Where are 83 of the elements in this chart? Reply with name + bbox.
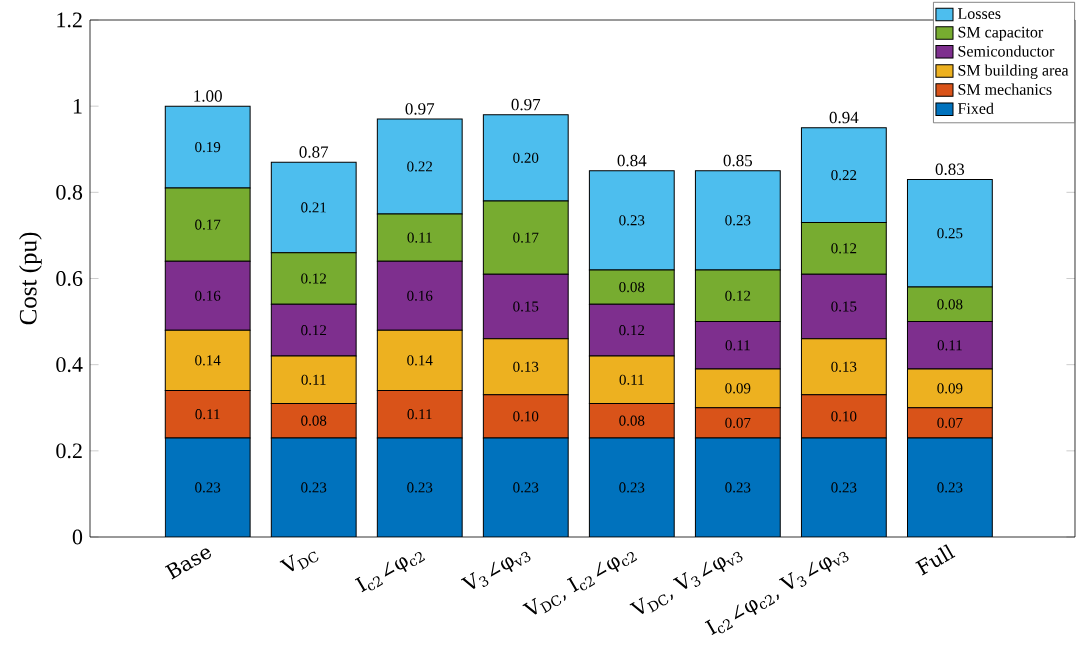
y-tick-label: 0.4 [56,357,83,373]
legend-label: SM mechanics [958,83,1052,95]
bar [165,437,251,538]
total-label: 0.97 [405,103,435,115]
data-label: 0.17 [513,232,539,243]
legend-label: SM building area [958,64,1069,80]
total-label: 1.00 [194,90,222,102]
data-label: 0.14 [195,355,221,366]
data-label: 0.17 [195,219,221,230]
x-tick-label: I$_{c2}$∠φ$_{c2}$ [354,552,426,593]
data-label: 0.21 [301,202,326,213]
legend-label: Semiconductor [958,45,1055,57]
data-label: 0.22 [831,170,857,181]
data-label: 0.12 [619,325,645,336]
data-label: 0.07 [725,417,751,428]
data-label: 0.16 [195,290,221,301]
data-label: 0.07 [937,417,963,428]
data-label: 0.12 [831,243,857,254]
data-label: 0.16 [407,290,433,301]
x-tick-label: V$_{DC}$ [279,551,319,572]
data-label: 0.25 [937,228,963,239]
data-label: 0.09 [725,383,751,394]
data-label: 0.15 [513,301,539,312]
legend-label: SM capacitor [958,26,1044,41]
bar [906,437,993,538]
data-label: 0.23 [619,215,645,226]
data-label: 0.23 [513,482,539,493]
y-tick-label: 0 [72,529,83,545]
legend-label: Losses [957,8,1001,19]
y-tick-label: 1 [73,98,82,114]
bar [801,437,887,538]
data-label: 0.12 [301,273,327,284]
bar [271,437,357,538]
total-label: 0.85 [723,154,753,167]
x-tick-label: V$_{3}$∠φ$_{v3}$ [460,551,531,589]
data-label: 0.12 [301,325,327,336]
data-label: 0.11 [407,232,432,243]
data-label: 0.11 [725,340,750,351]
data-label: 0.09 [937,383,963,394]
data-label: 0.11 [937,340,962,351]
data-label: 0.23 [619,482,645,493]
data-label: 0.14 [407,355,433,366]
y-tick-label: 0.6 [56,271,83,286]
data-label: 0.11 [407,409,432,420]
bar [695,437,781,538]
total-label: 0.83 [935,163,965,176]
data-label: 0.23 [407,482,433,493]
bar [589,437,675,538]
data-label: 0.08 [619,415,645,426]
y-axis-title: Cost (pu) [19,232,42,325]
data-label: 0.13 [513,361,539,372]
data-label: 0.08 [937,299,963,310]
data-label: 0.23 [831,482,857,493]
data-label: 0.23 [725,215,751,226]
data-label: 0.23 [725,482,751,493]
data-label: 0.23 [195,482,221,493]
data-label: 0.19 [195,142,221,153]
total-label: 0.84 [617,154,647,167]
data-label: 0.08 [619,282,645,293]
data-label: 0.10 [513,411,539,422]
data-label: 0.11 [301,374,326,385]
data-label: 0.13 [831,361,857,372]
bar [483,437,569,538]
total-label: 0.97 [511,98,541,111]
y-tick-label: 1.2 [57,12,82,28]
total-label: 0.87 [299,146,329,158]
data-label: 0.23 [301,482,327,493]
data-label: 0.11 [195,409,220,420]
data-label: 0.12 [725,290,751,301]
data-label: 0.23 [937,482,963,493]
y-tick-label: 0.8 [56,184,83,200]
data-label: 0.15 [831,301,857,312]
data-label: 0.11 [619,374,644,385]
y-tick-label: 0.2 [56,443,82,459]
data-label: 0.20 [513,152,539,163]
data-label: 0.08 [301,415,327,426]
total-label: 0.94 [829,111,859,124]
legend-label: Fixed [957,102,994,114]
data-label: 0.10 [831,411,857,422]
data-label: 0.22 [407,161,433,172]
x-tick-label: Full [915,544,956,576]
x-tick-label: Base [164,548,211,580]
bar [377,437,463,538]
